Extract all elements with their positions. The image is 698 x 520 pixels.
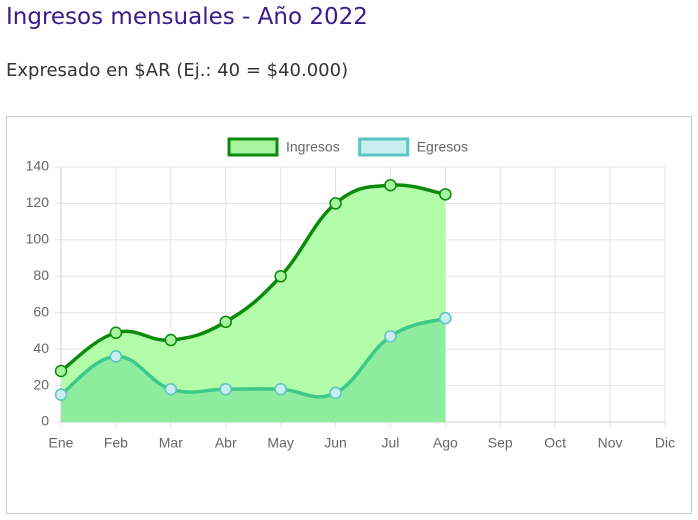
legend-label: Ingresos <box>286 139 340 155</box>
x-tick-label: Sep <box>488 435 513 451</box>
legend-label: Egresos <box>417 139 468 155</box>
data-point <box>439 311 452 325</box>
series-area <box>61 318 446 422</box>
y-tick-label: 100 <box>26 231 50 247</box>
x-tick-label: Jul <box>382 435 400 451</box>
x-tick-label: Oct <box>544 435 566 451</box>
chart-card <box>6 116 692 514</box>
y-tick-label: 20 <box>33 376 49 392</box>
x-tick-label: Abr <box>215 435 237 451</box>
data-point <box>219 382 232 396</box>
data-point <box>274 382 287 396</box>
data-point <box>384 330 397 343</box>
x-tick-label: Dic <box>655 435 675 451</box>
y-tick-label: 120 <box>26 194 50 210</box>
page-subtitle: Expresado en $AR (Ej.: 40 = $40.000) <box>6 60 349 81</box>
legend-swatch <box>227 137 279 157</box>
x-tick-label: Jun <box>324 435 347 451</box>
data-point <box>329 197 342 210</box>
data-point <box>164 333 178 347</box>
data-point <box>219 315 232 329</box>
data-point <box>384 178 397 192</box>
page-title: Ingresos mensuales - Año 2022 <box>6 4 368 30</box>
y-tick-label: 140 <box>26 158 50 174</box>
data-point <box>54 364 68 378</box>
legend-swatch <box>358 137 410 157</box>
data-point <box>109 350 123 363</box>
y-tick-label: 40 <box>33 340 49 356</box>
data-point <box>109 326 123 339</box>
data-point <box>439 188 452 201</box>
data-point <box>329 386 342 400</box>
y-tick-label: 60 <box>33 303 49 319</box>
x-tick-label: Nov <box>598 435 623 451</box>
x-tick-label: Feb <box>104 435 128 451</box>
data-point <box>164 382 178 396</box>
data-point <box>54 388 68 401</box>
x-tick-label: Ago <box>433 435 458 451</box>
y-tick-label: 0 <box>41 413 49 429</box>
data-point <box>274 270 287 283</box>
x-tick-label: Mar <box>159 435 183 451</box>
x-tick-label: May <box>267 435 293 451</box>
y-tick-label: 80 <box>33 267 49 283</box>
x-tick-label: Ene <box>49 435 74 451</box>
